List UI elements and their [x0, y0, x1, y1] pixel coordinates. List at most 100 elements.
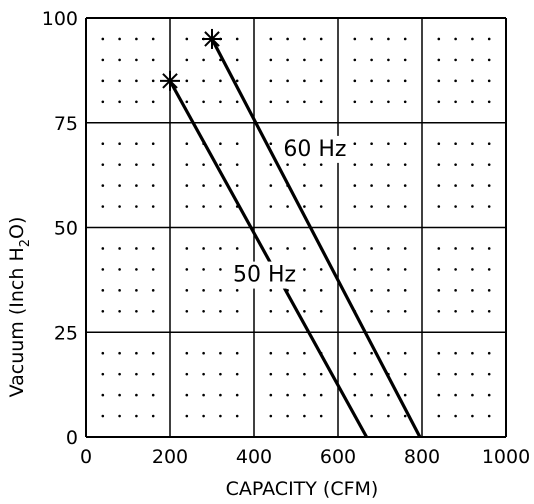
- grid-dot: [118, 247, 121, 250]
- grid-dot: [319, 414, 323, 418]
- grid-dot: [202, 372, 205, 376]
- grid-dot: [319, 205, 323, 208]
- x-tick-label: 0: [80, 446, 92, 468]
- grid-dot: [454, 58, 457, 62]
- grid-dot: [269, 414, 273, 418]
- grid-dot: [387, 205, 390, 208]
- grid-dot: [319, 37, 323, 41]
- grid-dot: [135, 184, 138, 187]
- grid-dot: [454, 247, 457, 250]
- grid-dot: [454, 393, 457, 397]
- grid-dot: [151, 37, 155, 41]
- grid-dot: [219, 310, 222, 313]
- grid-dot: [454, 184, 457, 187]
- x-tick-label: 800: [404, 446, 440, 468]
- grid-dot: [118, 37, 121, 41]
- grid-dot: [403, 247, 407, 250]
- grid-dot: [487, 163, 491, 166]
- grid-dot: [118, 372, 121, 376]
- grid-dot: [319, 163, 323, 166]
- grid-dot: [387, 163, 390, 166]
- grid-dot: [303, 100, 306, 104]
- grid-dot: [454, 163, 457, 166]
- grid-dot: [370, 79, 373, 83]
- grid-dot: [101, 393, 105, 397]
- grid-dot: [370, 393, 373, 397]
- grid-dot: [387, 310, 390, 313]
- grid-dot: [387, 142, 390, 145]
- series-label: 50 Hz: [233, 263, 296, 288]
- grid-dot: [303, 247, 306, 250]
- grid-dot: [370, 184, 373, 187]
- grid-dot: [219, 79, 222, 83]
- grid-dot: [303, 372, 306, 376]
- grid-dot: [185, 310, 189, 313]
- grid-dot: [353, 268, 357, 271]
- grid-dot: [471, 310, 474, 313]
- grid-dot: [403, 100, 407, 104]
- grid-dot: [437, 289, 441, 292]
- grid-dot: [269, 310, 273, 313]
- grid-dot: [185, 372, 189, 376]
- grid-dot: [118, 79, 121, 83]
- grid-dot: [437, 393, 441, 397]
- grid-dot: [202, 205, 205, 208]
- y-tick-label: 75: [54, 113, 78, 135]
- grid-dot: [235, 372, 239, 376]
- grid-dot: [353, 184, 357, 187]
- grid-dot: [471, 163, 474, 166]
- grid-dot: [286, 58, 289, 62]
- grid-dot: [101, 372, 105, 376]
- grid-dot: [487, 268, 491, 271]
- grid-dot: [219, 393, 222, 397]
- grid-dot: [370, 289, 373, 292]
- grid-dot: [471, 205, 474, 208]
- grid-dot: [269, 100, 273, 104]
- grid-dot: [353, 289, 357, 292]
- grid-dot: [235, 100, 239, 104]
- grid-dot: [185, 142, 189, 145]
- grid-dot: [454, 289, 457, 292]
- grid-dot: [286, 100, 289, 104]
- grid-dot: [185, 247, 189, 250]
- grid-dot: [387, 58, 390, 62]
- grid-dot: [487, 393, 491, 397]
- grid-dot: [185, 79, 189, 83]
- grid-dot: [101, 247, 105, 250]
- grid-dot: [387, 268, 390, 271]
- grid-dot: [101, 142, 105, 145]
- grid-dot: [219, 184, 222, 187]
- grid-dot: [487, 414, 491, 418]
- grid-dot: [151, 142, 155, 145]
- x-tick-label: 1000: [482, 446, 530, 468]
- grid-dot: [235, 163, 239, 166]
- grid-dot: [303, 79, 306, 83]
- grid-dot: [471, 393, 474, 397]
- grid-dot: [303, 351, 306, 355]
- grid-dot: [185, 58, 189, 62]
- grid-dot: [471, 58, 474, 62]
- grid-dot: [303, 163, 306, 166]
- series-line: [210, 38, 422, 438]
- grid-dot: [471, 268, 474, 271]
- y-axis-title-subscript: 2: [18, 239, 33, 247]
- grid-dot: [487, 184, 491, 187]
- grid-dot: [403, 414, 407, 418]
- grid-dot: [487, 142, 491, 145]
- grid-dot: [487, 351, 491, 355]
- grid-dot: [403, 79, 407, 83]
- grid-dot: [387, 247, 390, 250]
- grid-dot: [387, 393, 390, 397]
- grid-dot: [471, 372, 474, 376]
- grid-dot: [135, 372, 138, 376]
- grid-dot: [202, 268, 205, 271]
- grid-dot: [235, 79, 239, 83]
- grid-dot: [319, 393, 323, 397]
- grid-dot: [235, 247, 239, 250]
- grid-dot: [101, 37, 105, 41]
- grid-dot: [387, 184, 390, 187]
- y-tick-label: 25: [54, 322, 78, 344]
- grid-dot: [151, 163, 155, 166]
- grid-dot: [353, 100, 357, 104]
